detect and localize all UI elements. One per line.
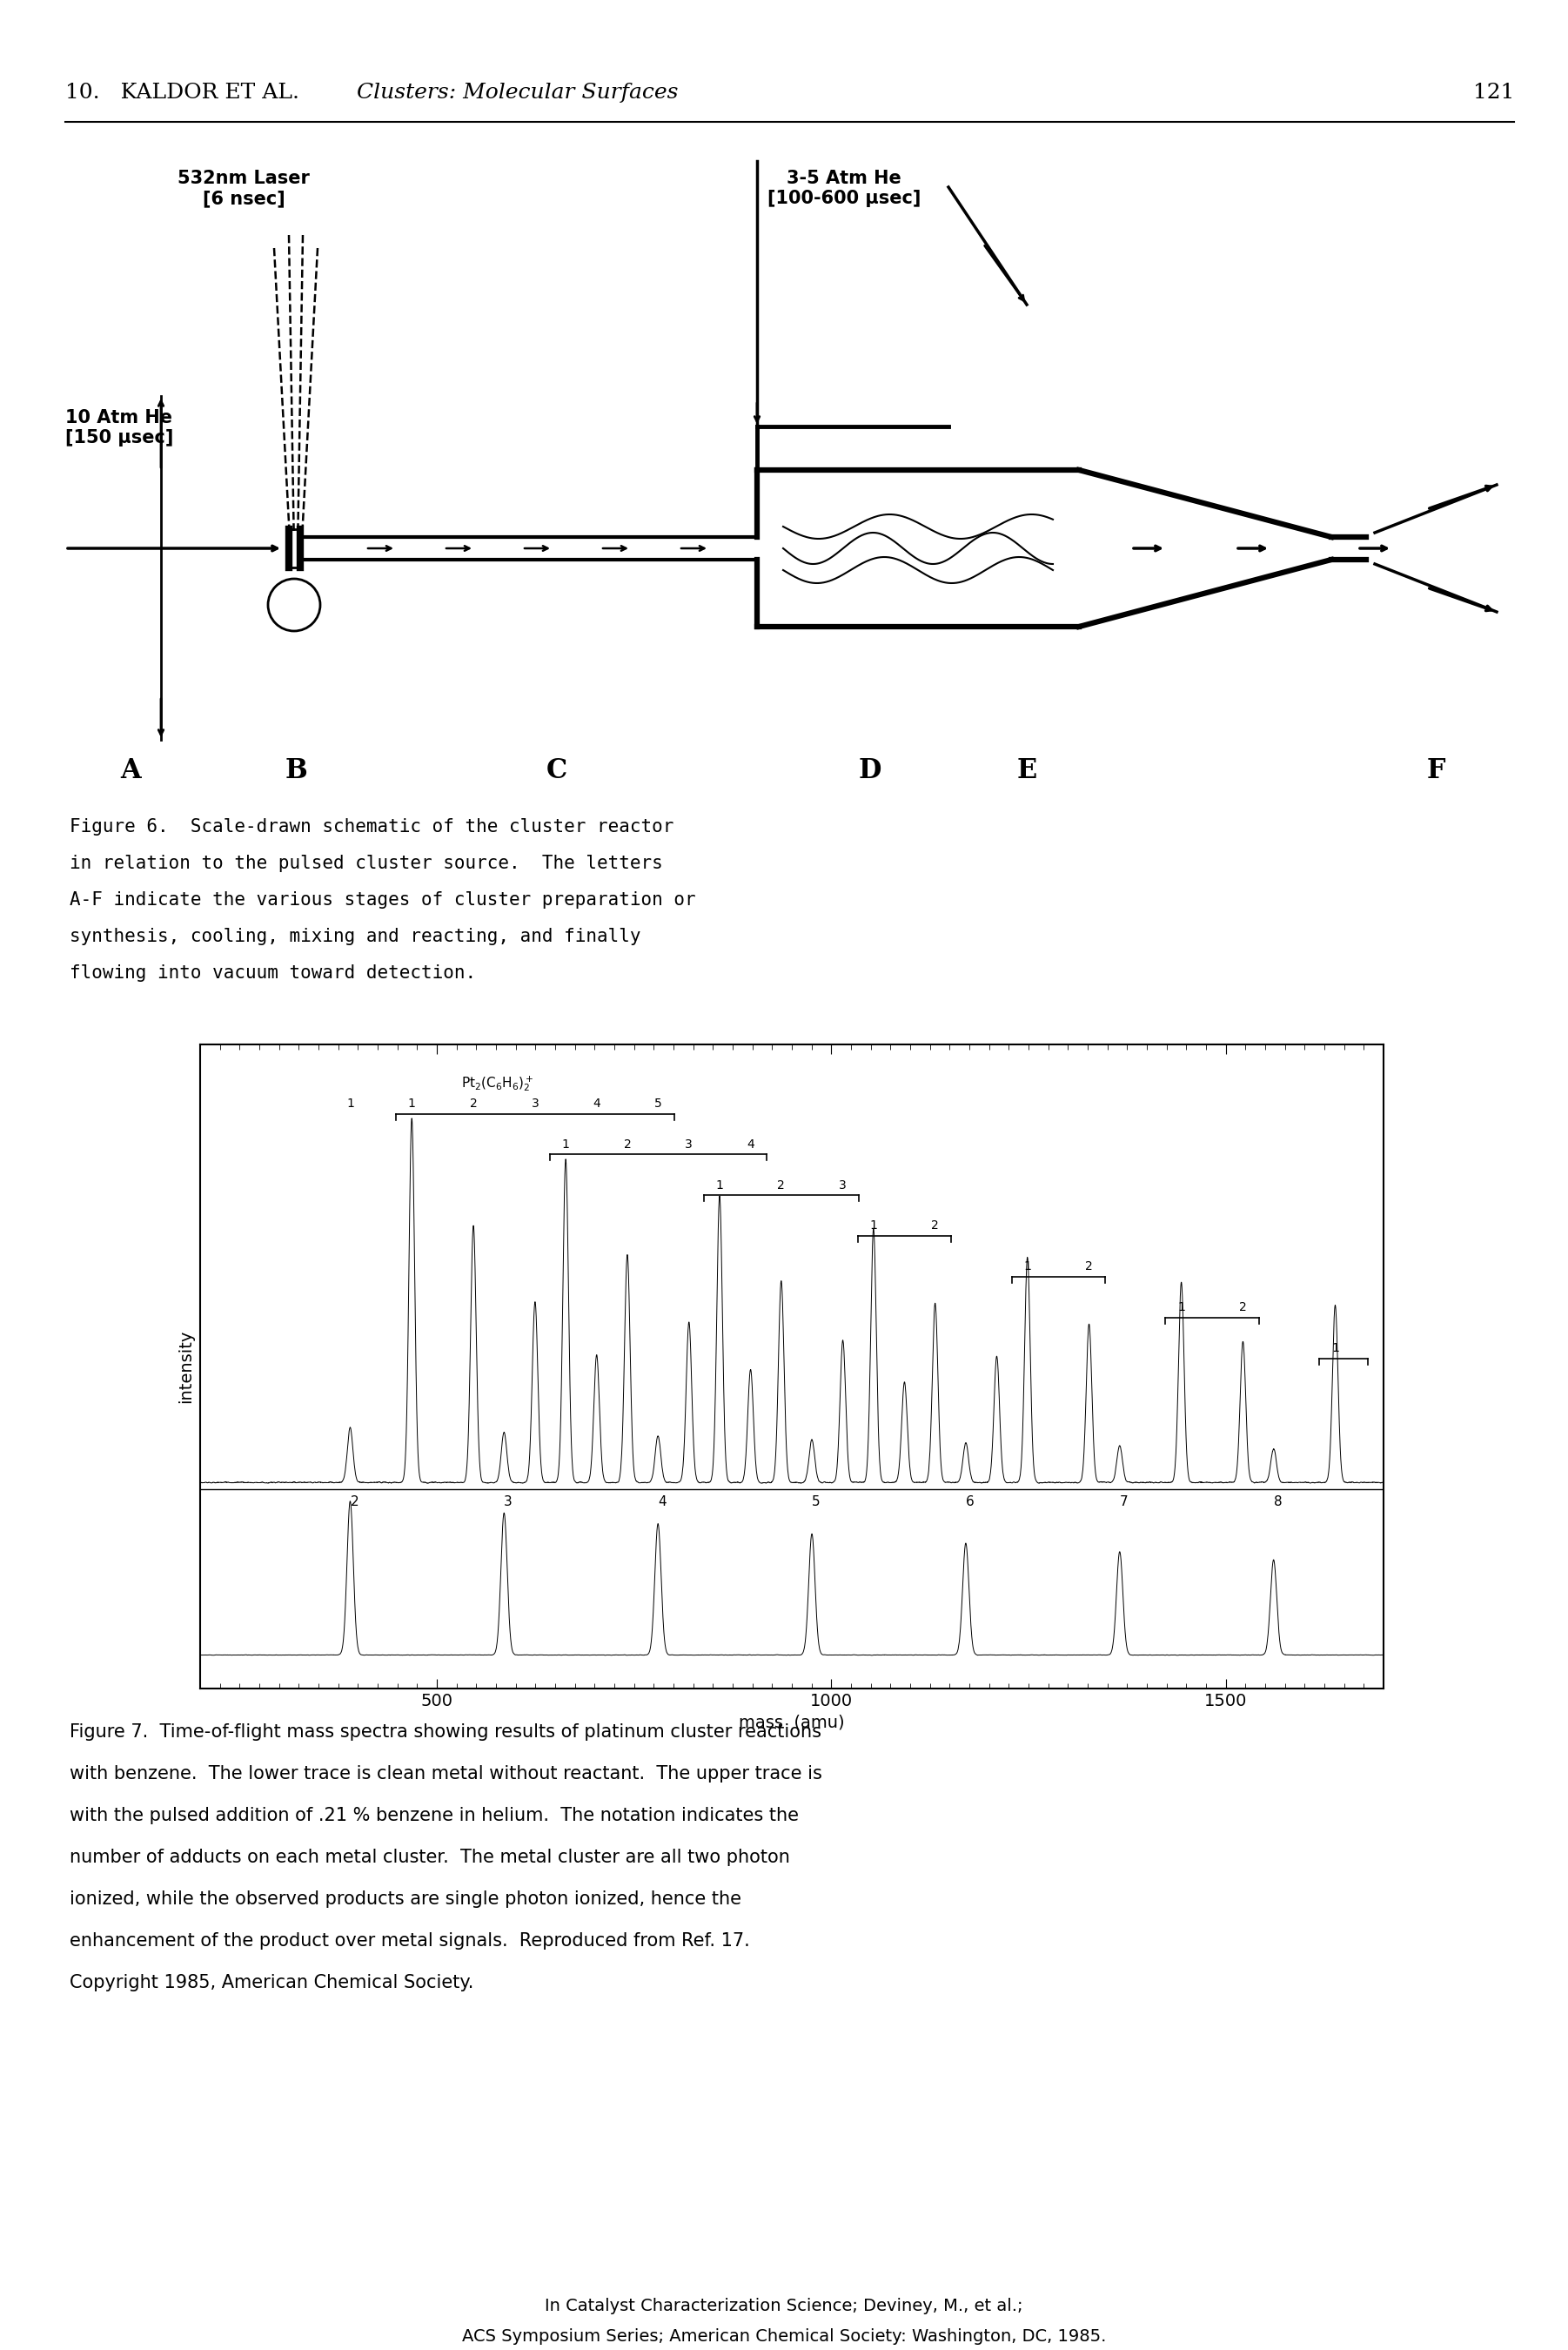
X-axis label: mass  (amu): mass (amu) bbox=[739, 1713, 845, 1730]
Text: 3: 3 bbox=[685, 1137, 693, 1152]
Text: 2: 2 bbox=[1239, 1302, 1247, 1314]
Text: 2: 2 bbox=[931, 1220, 939, 1231]
Text: In Catalyst Characterization Science; Deviney, M., et al.;: In Catalyst Characterization Science; De… bbox=[546, 2298, 1022, 2315]
Text: 3: 3 bbox=[839, 1180, 847, 1191]
Text: 6: 6 bbox=[966, 1495, 974, 1509]
Text: F: F bbox=[1427, 757, 1446, 785]
Y-axis label: intensity: intensity bbox=[177, 1330, 194, 1403]
Text: 4: 4 bbox=[746, 1137, 754, 1152]
Text: 10.   KALDOR ET AL.: 10. KALDOR ET AL. bbox=[66, 82, 299, 103]
Text: 1: 1 bbox=[715, 1180, 723, 1191]
Text: 8: 8 bbox=[1273, 1495, 1283, 1509]
Text: 7: 7 bbox=[1120, 1495, 1127, 1509]
Text: $\mathregular{Pt_2(C_6H_6)_2^+}$: $\mathregular{Pt_2(C_6H_6)_2^+}$ bbox=[461, 1074, 533, 1093]
Text: in relation to the pulsed cluster source.  The letters: in relation to the pulsed cluster source… bbox=[69, 855, 663, 872]
Text: 4: 4 bbox=[659, 1495, 666, 1509]
Text: 1: 1 bbox=[1178, 1302, 1185, 1314]
Text: 121: 121 bbox=[1472, 82, 1515, 103]
Text: 1: 1 bbox=[1331, 1342, 1339, 1354]
Text: B: B bbox=[285, 757, 307, 785]
Text: ACS Symposium Series; American Chemical Society: Washington, DC, 1985.: ACS Symposium Series; American Chemical … bbox=[463, 2329, 1105, 2345]
Text: with the pulsed addition of .21 % benzene in helium.  The notation indicates the: with the pulsed addition of .21 % benzen… bbox=[69, 1807, 798, 1824]
Text: A: A bbox=[121, 757, 141, 785]
Text: 4: 4 bbox=[593, 1097, 601, 1109]
Text: 2: 2 bbox=[350, 1495, 359, 1509]
Text: 5: 5 bbox=[812, 1495, 820, 1509]
Text: 1: 1 bbox=[870, 1220, 878, 1231]
Text: C: C bbox=[546, 757, 568, 785]
Text: D: D bbox=[859, 757, 881, 785]
Text: flowing into vacuum toward detection.: flowing into vacuum toward detection. bbox=[69, 964, 477, 982]
Text: Figure 7.  Time-of-flight mass spectra showing results of platinum cluster react: Figure 7. Time-of-flight mass spectra sh… bbox=[69, 1723, 822, 1741]
Text: 2: 2 bbox=[1085, 1260, 1093, 1274]
Text: Copyright 1985, American Chemical Society.: Copyright 1985, American Chemical Societ… bbox=[69, 1974, 474, 1990]
Text: 5: 5 bbox=[654, 1097, 662, 1109]
Text: 2: 2 bbox=[624, 1137, 630, 1152]
Text: 1: 1 bbox=[347, 1097, 354, 1109]
Text: number of adducts on each metal cluster.  The metal cluster are all two photon: number of adducts on each metal cluster.… bbox=[69, 1849, 790, 1866]
Text: ionized, while the observed products are single photon ionized, hence the: ionized, while the observed products are… bbox=[69, 1889, 742, 1908]
Text: 2: 2 bbox=[778, 1180, 786, 1191]
Text: with benzene.  The lower trace is clean metal without reactant.  The upper trace: with benzene. The lower trace is clean m… bbox=[69, 1765, 822, 1784]
Text: 3: 3 bbox=[503, 1495, 513, 1509]
Text: 1: 1 bbox=[561, 1137, 569, 1152]
Text: E: E bbox=[1016, 757, 1036, 785]
Text: enhancement of the product over metal signals.  Reproduced from Ref. 17.: enhancement of the product over metal si… bbox=[69, 1932, 750, 1950]
Text: 3-5 Atm He
[100-600 μsec]: 3-5 Atm He [100-600 μsec] bbox=[767, 169, 920, 207]
Text: A-F indicate the various stages of cluster preparation or: A-F indicate the various stages of clust… bbox=[69, 891, 696, 909]
Text: 1: 1 bbox=[1024, 1260, 1032, 1274]
Text: 3: 3 bbox=[532, 1097, 539, 1109]
Text: 10 Atm He
[150 μsec]: 10 Atm He [150 μsec] bbox=[66, 409, 174, 446]
Text: 532nm Laser
[6 nsec]: 532nm Laser [6 nsec] bbox=[177, 169, 310, 207]
Text: synthesis, cooling, mixing and reacting, and finally: synthesis, cooling, mixing and reacting,… bbox=[69, 928, 641, 945]
Text: Clusters: Molecular Surfaces: Clusters: Molecular Surfaces bbox=[358, 82, 679, 103]
Text: 1: 1 bbox=[408, 1097, 416, 1109]
Text: Figure 6.  Scale-drawn schematic of the cluster reactor: Figure 6. Scale-drawn schematic of the c… bbox=[69, 818, 674, 837]
Text: 2: 2 bbox=[469, 1097, 477, 1109]
